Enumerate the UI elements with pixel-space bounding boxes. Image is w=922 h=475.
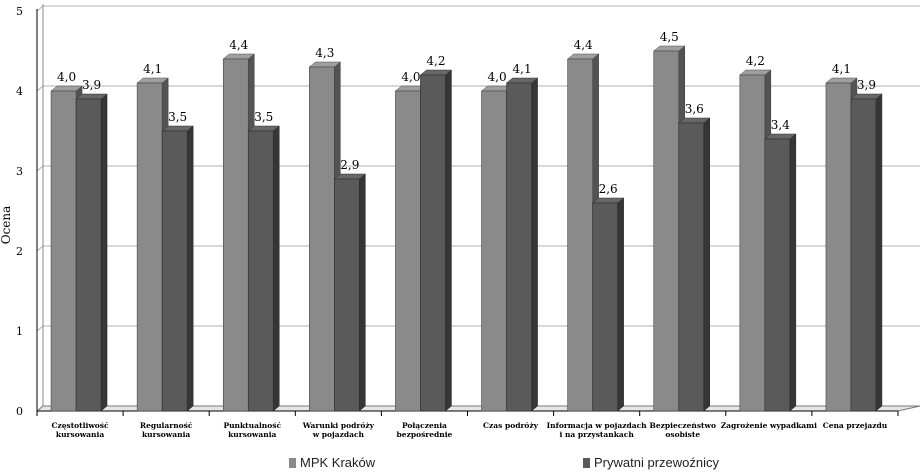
- bar-front: [309, 66, 335, 412]
- gridline-depth: [36, 165, 44, 172]
- x-tick-label: Częstotliwość kursowania: [51, 421, 109, 439]
- gridline-depth: [36, 325, 44, 332]
- bar-front: [161, 130, 188, 412]
- y-tick-label: 1: [16, 325, 23, 338]
- data-label-series-2: 3,6: [685, 102, 704, 116]
- bar-series-2: [505, 77, 539, 412]
- data-label-series-2: 3,4: [771, 118, 790, 132]
- bar-side: [359, 173, 366, 412]
- legend-label-series-2: Prywatni przewoźnicy: [594, 455, 719, 470]
- bar-front: [420, 74, 446, 412]
- bar-side: [445, 69, 452, 412]
- bar-side: [875, 93, 883, 412]
- data-label-series-1: 4,0: [488, 70, 507, 84]
- bar-side: [186, 125, 194, 412]
- legend-item-series-2: Prywatni przewoźnicy: [583, 455, 719, 470]
- x-tick-label: Czas podróży: [483, 421, 539, 430]
- data-label-series-2: 2,9: [340, 158, 359, 172]
- bar-front: [653, 50, 680, 412]
- bar-front: [850, 98, 877, 412]
- bar-series-1: [739, 69, 772, 412]
- legend-item-series-1: MPK Kraków: [289, 455, 375, 470]
- bar-front: [136, 82, 163, 412]
- data-label-series-1: 4,3: [315, 46, 334, 60]
- bar-front: [764, 138, 791, 412]
- data-label-series-1: 4,4: [574, 38, 593, 52]
- data-label-series-1: 4,1: [832, 62, 851, 76]
- legend-swatch-series-1: [289, 457, 296, 468]
- x-tick-label: Punktualność kursowania: [223, 421, 281, 439]
- legend-label-series-1: MPK Kraków: [300, 455, 376, 470]
- x-tick-label: Cena przejazdu: [823, 421, 888, 430]
- y-tick-label: 5: [16, 5, 23, 18]
- bar-side: [789, 133, 797, 412]
- data-labels: 4,0 3,9 4,1 3,5 4,4 3,5 4,3 2,9 4,0 4,2 4,0 4,1 4,4 2…: [57, 30, 876, 196]
- y-tick-label: 4: [16, 85, 23, 98]
- x-tick-label: Warunki podróży w pojazdach: [302, 421, 375, 439]
- bar-front: [334, 178, 360, 412]
- bar-series-2: [75, 93, 108, 412]
- x-tick-label: Połączenia bezpośrednie: [397, 421, 453, 439]
- x-tick-label: Regularność kursowania: [140, 421, 193, 439]
- bar-front: [506, 82, 532, 412]
- data-label-series-2: 3,9: [82, 78, 101, 92]
- bar-front: [247, 130, 274, 412]
- bar-front: [75, 98, 102, 412]
- bar-front: [481, 90, 507, 412]
- data-label-series-2: 3,5: [168, 110, 187, 124]
- legend-swatch-series-2: [583, 457, 590, 468]
- data-label-series-1: 4,2: [746, 54, 765, 68]
- gridline-depth: [36, 5, 44, 12]
- bar-series-2: [678, 117, 711, 412]
- bar-front: [825, 82, 852, 412]
- bar-series-2: [161, 125, 194, 412]
- bar-side: [100, 93, 108, 412]
- data-label-series-2: 3,5: [254, 110, 273, 124]
- data-label-series-1: 4,0: [401, 70, 420, 84]
- y-tick-label: 0: [16, 405, 23, 418]
- data-label-series-1: 4,1: [143, 62, 162, 76]
- bars: [50, 45, 883, 412]
- bar-series-2: [333, 173, 367, 412]
- bar-front: [395, 90, 421, 412]
- y-tick-label: 2: [16, 245, 23, 258]
- bar-front: [739, 74, 766, 412]
- bar-series-2: [247, 125, 280, 412]
- bar-side: [531, 77, 538, 412]
- data-label-series-2: 4,2: [426, 54, 445, 68]
- data-label-series-2: 3,9: [857, 78, 876, 92]
- data-label-series-1: 4,0: [57, 70, 76, 84]
- bar-front: [222, 58, 249, 412]
- x-tick-label: Informacja w pojazdach i na przystankach: [547, 421, 648, 439]
- bar-series-2: [419, 69, 453, 412]
- bar-side: [273, 125, 280, 412]
- gridline-depth: [36, 245, 44, 252]
- y-axis-title: Ocena: [0, 206, 13, 245]
- data-label-series-1: 4,4: [229, 38, 248, 52]
- legend: MPK Kraków Prywatni przewoźnicy: [0, 455, 922, 473]
- bar-series-2: [850, 93, 883, 412]
- data-label-series-2: 4,1: [513, 62, 532, 76]
- bar-front: [678, 122, 705, 412]
- bar-series-2: [764, 133, 797, 412]
- bar-side: [617, 197, 624, 412]
- y-tick-label: 3: [16, 165, 23, 178]
- bar-series-2: [591, 197, 625, 412]
- bar-front: [592, 202, 618, 412]
- data-label-series-2: 2,6: [599, 182, 618, 196]
- bar-front: [567, 58, 593, 412]
- x-tick-label: Bezpieczeństwo osobiste: [650, 421, 716, 439]
- bar-front: [50, 90, 77, 412]
- gridline-depth: [36, 85, 44, 92]
- bar-side: [703, 117, 710, 412]
- data-label-series-1: 4,5: [660, 30, 679, 44]
- x-tick-label: Zagrożenie wypadkami: [721, 421, 817, 430]
